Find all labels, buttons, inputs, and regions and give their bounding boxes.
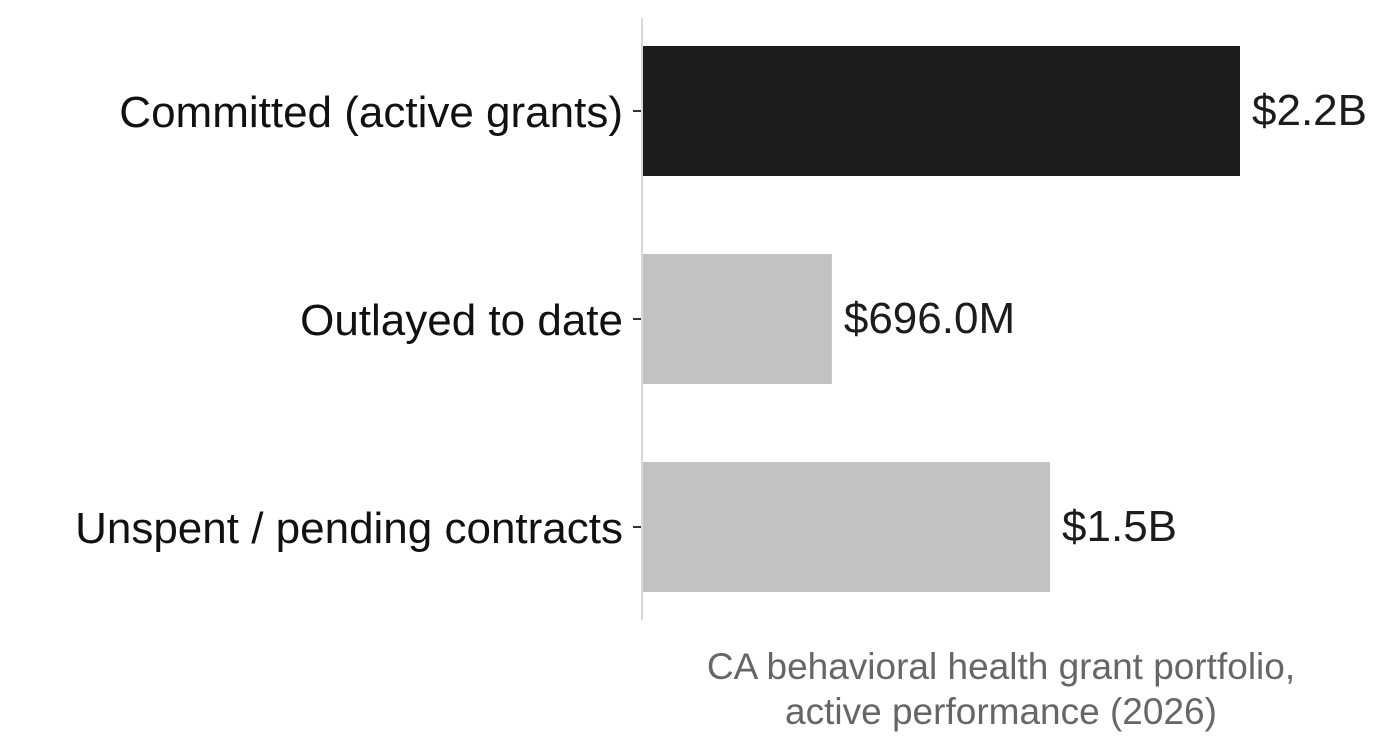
value-label-0: $2.2B bbox=[1252, 86, 1367, 135]
y-ticks-group bbox=[633, 110, 641, 528]
x-axis-label-line-2: active performance (2026) bbox=[785, 691, 1217, 732]
category-label-1: Outlayed to date bbox=[300, 296, 623, 345]
category-label-2: Unspent / pending contracts bbox=[75, 504, 623, 553]
value-label-2: $1.5B bbox=[1062, 502, 1177, 551]
bar-1 bbox=[643, 254, 832, 384]
x-axis-label-line-1: CA behavioral health grant portfolio, bbox=[707, 646, 1295, 687]
value-label-1: $696.0M bbox=[844, 294, 1015, 343]
bar-0 bbox=[643, 46, 1240, 176]
value-labels-group: $2.2B $696.0M $1.5B bbox=[844, 86, 1367, 551]
category-label-0: Committed (active grants) bbox=[119, 88, 623, 137]
bar-2 bbox=[643, 462, 1051, 592]
category-labels-group: Committed (active grants) Outlayed to dat… bbox=[75, 88, 623, 553]
bars-group bbox=[643, 46, 1240, 592]
